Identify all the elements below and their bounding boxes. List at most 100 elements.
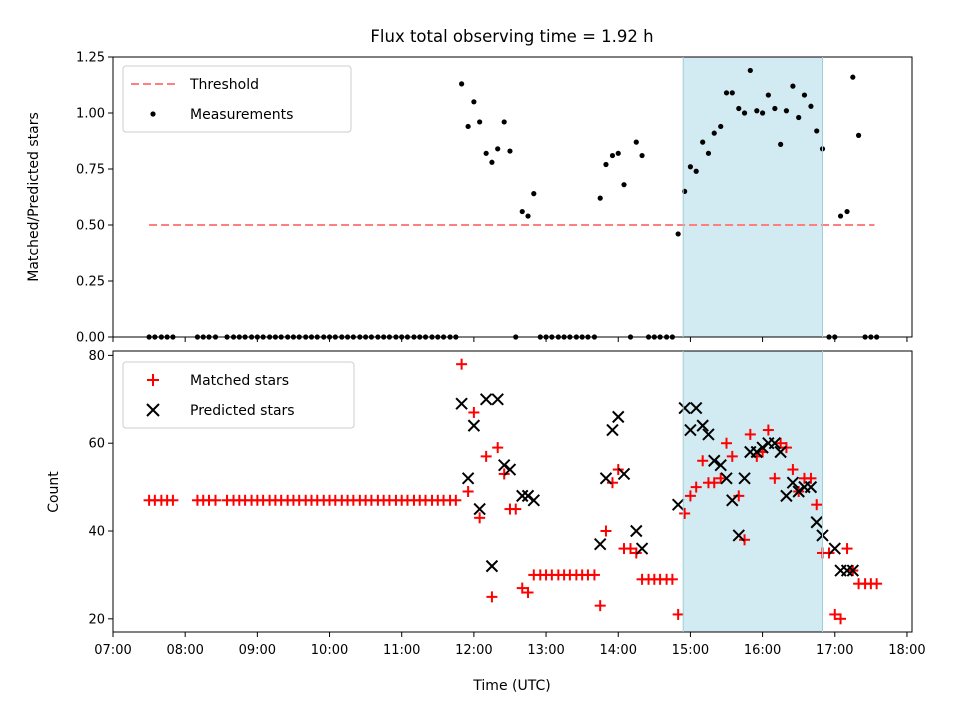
x-tick-label: 16:00 <box>744 643 781 658</box>
matched-star-point <box>841 543 853 555</box>
measurement-point <box>531 191 537 197</box>
matched-star-point <box>474 512 486 524</box>
predicted-star-point <box>702 428 715 441</box>
measurement-point <box>597 195 603 201</box>
predicted-star-point <box>840 564 854 577</box>
bottom-y-ticks: 20 40 60 80 <box>88 349 113 627</box>
matched-star-point <box>787 464 799 476</box>
matched-star-point <box>679 507 691 519</box>
top-y-ticks: 0.00 0.25 0.50 0.75 1.00 1.25 <box>76 51 113 346</box>
matched-star-point <box>690 481 702 493</box>
predicted-star-point <box>786 476 800 489</box>
top-x-ticks <box>112 337 908 342</box>
measurement-point <box>736 105 742 112</box>
predicted-star-point <box>678 401 691 415</box>
measurement-point <box>615 150 621 156</box>
predicted-star-point <box>516 489 529 503</box>
predicted-star-point <box>635 542 649 555</box>
predicted-star-point <box>804 480 818 494</box>
measurement-point <box>471 99 477 105</box>
y-tick-label: 40 <box>88 525 105 540</box>
measurement-point <box>808 103 814 109</box>
matched-star-point <box>697 455 709 467</box>
measurement-point <box>778 141 784 147</box>
predicted-star-point <box>714 458 727 472</box>
measurement-point <box>747 67 753 74</box>
legend-measurements-swatch <box>150 111 156 117</box>
x-axis-label: Time (UTC) <box>472 678 550 694</box>
matched-star-point <box>744 428 756 440</box>
measurement-point <box>844 208 850 215</box>
matched-star-point <box>209 494 221 506</box>
x-tick-label: 10:00 <box>311 643 348 658</box>
predicted-star-point <box>828 542 841 555</box>
legend-matched-label: Matched stars <box>190 373 289 389</box>
predicted-star-point <box>491 393 504 406</box>
predicted-star-point <box>774 445 787 459</box>
predicted-star-point <box>732 529 745 542</box>
measurement-point <box>801 92 808 98</box>
measurement-point <box>495 146 501 152</box>
predicted-points <box>455 393 860 577</box>
matched-star-point <box>871 578 883 590</box>
predicted-star-point <box>467 419 481 432</box>
predicted-star-point <box>617 467 631 481</box>
x-tick-label: 13:00 <box>527 643 564 658</box>
matched-star-point <box>625 543 637 555</box>
predicted-star-point <box>689 401 703 415</box>
measurement-point <box>705 150 712 156</box>
x-tick-label: 09:00 <box>239 643 276 658</box>
y-tick-label: 1.25 <box>76 51 105 66</box>
chart-title: Flux total observing time = 1.92 h <box>370 27 653 46</box>
measurement-point <box>783 108 790 114</box>
bottom-plot-frame <box>112 350 913 633</box>
measurement-point <box>729 90 735 96</box>
matched-star-point <box>516 582 528 594</box>
matched-star-point <box>167 494 179 506</box>
matched-star-point <box>606 477 618 489</box>
measurement-point <box>693 168 699 174</box>
bottom-y-axis-label: Count <box>46 471 62 513</box>
bottom-panel: 20 40 60 80 07:00 08:00 09:00 10:00 11:00 12:00 1… <box>46 349 926 694</box>
matched-star-point <box>835 613 847 625</box>
matched-star-point <box>456 358 468 370</box>
measurement-point <box>837 213 844 219</box>
predicted-star-point <box>720 472 733 485</box>
matched-star-point <box>522 586 534 598</box>
measurement-point <box>718 123 724 130</box>
measurement-point <box>754 108 760 114</box>
matched-star-point <box>486 591 498 603</box>
predicted-star-point <box>696 419 709 432</box>
predicted-star-point <box>738 472 751 485</box>
matched-star-point <box>733 490 745 502</box>
y-tick-label: 20 <box>88 612 105 627</box>
predicted-star-point <box>593 537 607 551</box>
predicted-star-point <box>810 516 823 529</box>
predicted-star-point <box>708 454 721 467</box>
matched-star-point <box>726 450 738 462</box>
measurement-point <box>465 123 471 130</box>
matched-star-point <box>588 569 600 581</box>
predicted-star-point <box>684 423 697 437</box>
measurement-point <box>633 139 639 145</box>
legend-measurements-label: Measurements <box>190 107 293 123</box>
predicted-star-point <box>455 397 468 410</box>
matched-star-point <box>775 437 787 449</box>
matched-star-point <box>805 472 817 484</box>
matched-star-point <box>762 424 774 436</box>
predicted-star-point <box>527 494 540 507</box>
x-tick-label: 17:00 <box>816 643 853 658</box>
measurement-point <box>855 132 862 138</box>
bottom-legend: Matched stars Predicted stars <box>122 361 355 429</box>
matched-star-point <box>468 406 480 418</box>
measurement-point <box>687 164 694 170</box>
measurement-point <box>814 128 820 134</box>
measurement-point <box>459 81 465 87</box>
measurement-point <box>507 148 513 154</box>
measurement-point <box>489 159 495 165</box>
measurement-point <box>609 152 616 159</box>
measurement-point <box>603 161 609 168</box>
x-tick-label: 18:00 <box>888 643 925 658</box>
predicted-star-point <box>612 410 625 424</box>
x-tick-label: 12:00 <box>455 643 492 658</box>
